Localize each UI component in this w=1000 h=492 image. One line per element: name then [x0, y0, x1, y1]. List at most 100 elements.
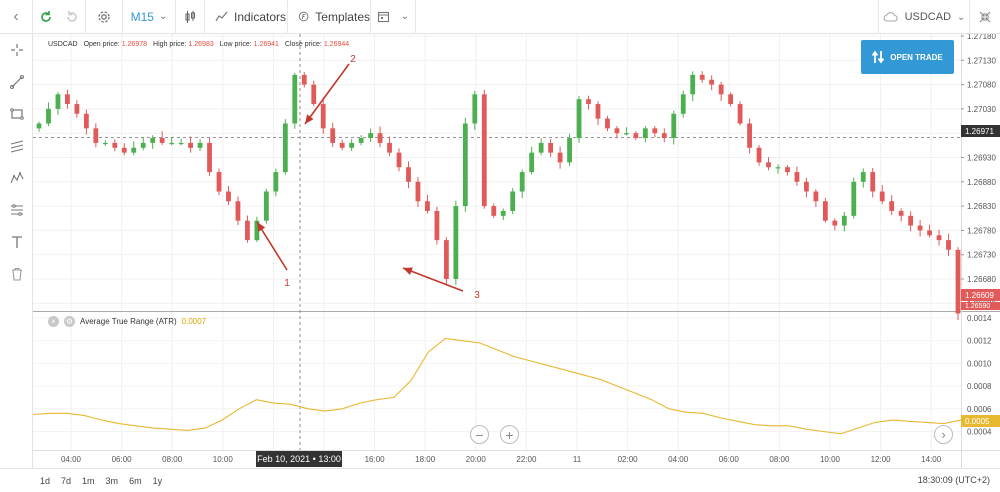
candles-icon	[185, 10, 195, 23]
top-toolbar: ‹ M15 ⌄ Indicators Templates	[0, 0, 1000, 34]
atr-legend: × ⚙ Average True Range (ATR) 0.0007	[48, 316, 206, 327]
candle-body	[889, 201, 895, 211]
candle-body	[434, 210, 440, 241]
undo-button[interactable]	[33, 0, 59, 34]
candle-body	[131, 147, 137, 153]
atr-tick-label: 0.0010	[967, 359, 992, 368]
redo-button[interactable]	[59, 0, 85, 34]
candle-body	[102, 142, 108, 145]
price-tick-label: 1.27130	[967, 56, 996, 65]
candle-body	[443, 240, 449, 279]
legend-high: High price: 1.26983	[153, 41, 214, 48]
fibonacci-tool[interactable]	[0, 194, 33, 226]
high-value: 1.26983	[188, 41, 214, 48]
annotations: 1 2 3	[256, 54, 480, 301]
channel-tool[interactable]	[0, 130, 33, 162]
low-label: Low price:	[219, 41, 252, 48]
open-trade-button[interactable]: OPEN TRADE	[861, 40, 954, 74]
candle-body	[169, 142, 175, 145]
period-1m[interactable]: 1m	[82, 475, 95, 486]
candle-body	[425, 201, 430, 211]
candle-body	[235, 201, 241, 221]
candle-body	[453, 206, 459, 279]
candle-body	[349, 142, 355, 148]
chevron-left-icon: ‹	[13, 7, 19, 25]
remove-indicator-button[interactable]: ×	[48, 316, 59, 327]
rectangle-tool[interactable]	[0, 98, 33, 130]
annotation-arrow-shaft	[304, 63, 350, 125]
candle-body	[680, 94, 686, 114]
price-tick-label: 1.26780	[967, 226, 996, 235]
settings-button[interactable]	[86, 0, 122, 34]
period-6m[interactable]: 6m	[129, 475, 142, 486]
legend-symbol: USDCAD	[48, 41, 78, 48]
candle-body	[377, 133, 383, 143]
candle-body	[832, 220, 838, 226]
fullscreen-button[interactable]	[970, 0, 1000, 34]
back-button[interactable]: ‹	[0, 0, 32, 34]
annotation-label: 3	[474, 290, 480, 301]
chart-grid	[33, 34, 1000, 468]
candle-body	[538, 142, 544, 153]
close-icon: ×	[51, 317, 56, 326]
period-1d[interactable]: 1d	[40, 475, 51, 486]
candle-body	[140, 142, 146, 148]
ohlc-legend: USDCAD Open price: 1.26978 High price: 1…	[48, 41, 349, 48]
delete-drawings-tool[interactable]	[0, 258, 33, 290]
candle-body	[917, 225, 923, 231]
zoom-out-button[interactable]: −	[470, 425, 489, 444]
calendar-button[interactable]	[371, 0, 395, 34]
crosshair-tool[interactable]	[0, 34, 33, 66]
chevron-right-icon: ›	[941, 427, 946, 442]
timeframe-select[interactable]: M15 ⌄	[123, 0, 175, 34]
plus-icon: +	[505, 426, 514, 443]
candle-body	[548, 142, 554, 153]
candle-body	[822, 201, 828, 221]
scroll-to-latest-button[interactable]: ›	[934, 425, 953, 444]
time-tick-label: 06:00	[112, 455, 133, 464]
trend-line-icon	[9, 75, 24, 89]
calendar-dropdown-button[interactable]: ⌄	[395, 0, 415, 34]
crosshair-time-label: Feb 10, 2021 • 13:00	[256, 451, 342, 467]
candle-body	[718, 84, 724, 95]
period-1y[interactable]: 1y	[152, 475, 163, 486]
trend-line-tool[interactable]	[0, 66, 33, 98]
chart-type-button[interactable]	[176, 0, 204, 34]
close-value: 1.26944	[323, 41, 350, 48]
candle-body	[178, 142, 184, 145]
templates-button[interactable]: Templates	[288, 0, 370, 34]
annotation-arrow-head	[403, 267, 413, 275]
time-tick-label: 06:00	[719, 455, 740, 464]
candle-body	[709, 79, 715, 85]
candle-body	[908, 215, 914, 226]
candle-body	[387, 142, 392, 153]
cloud-icon	[883, 12, 898, 22]
price-tick-label: 1.26730	[967, 251, 996, 260]
text-tool[interactable]	[0, 226, 33, 258]
indicators-button[interactable]: Indicators	[205, 0, 287, 34]
candle-body	[46, 108, 51, 124]
chevron-down-icon: ⌄	[158, 11, 168, 22]
annotation-arrow-head	[257, 222, 266, 232]
pattern-tool[interactable]	[0, 162, 33, 194]
candle-body	[567, 138, 572, 163]
candle-body	[197, 142, 203, 148]
atr-line	[33, 337, 962, 435]
candle-body	[292, 74, 298, 124]
atr-tick-label: 0.0014	[967, 314, 992, 323]
candle-body	[245, 220, 250, 241]
toolbar-divider	[122, 0, 123, 34]
symbol-select[interactable]: USDCAD ⌄	[879, 0, 969, 34]
zoom-in-button[interactable]: +	[500, 425, 519, 444]
period-7d[interactable]: 7d	[61, 475, 72, 486]
candle-body	[472, 94, 478, 124]
candle-body	[690, 74, 696, 95]
chart-canvas[interactable]: 1.271801.271301.270801.270301.269801.269…	[33, 34, 1000, 468]
legend-open: Open price: 1.26978	[84, 41, 147, 48]
indicator-settings-button[interactable]: ⚙	[64, 316, 75, 327]
period-3m[interactable]: 3m	[105, 475, 119, 486]
minus-icon: −	[475, 426, 484, 443]
toolbar-divider	[85, 0, 86, 34]
annotation-arrow-shaft	[402, 267, 464, 292]
atr-tick-label: 0.0008	[967, 382, 992, 391]
